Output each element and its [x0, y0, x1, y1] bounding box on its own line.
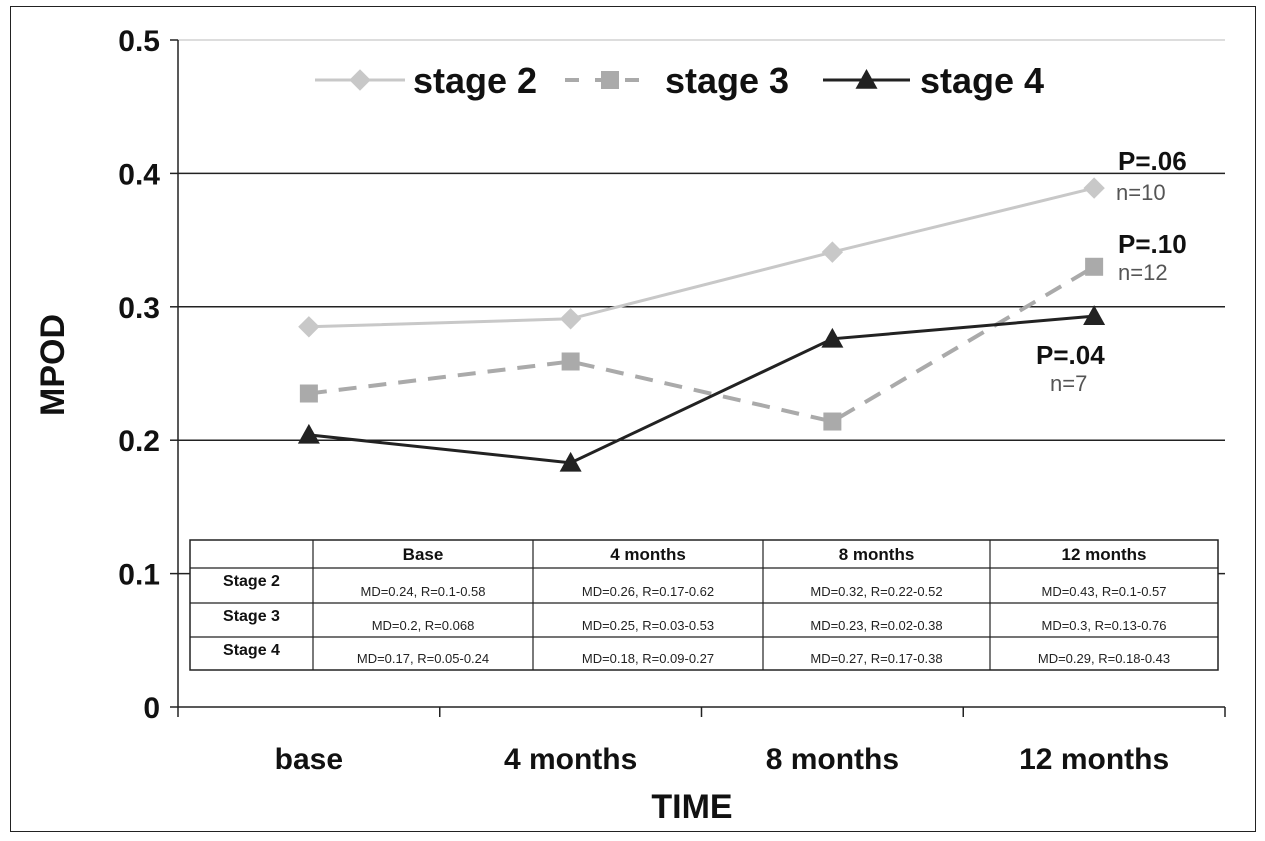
marker-diamond	[298, 316, 320, 338]
table-cell: MD=0.24, R=0.1-0.58	[360, 584, 485, 599]
y-axis-label: MPOD	[34, 314, 72, 416]
x-axis-label: TIME	[651, 788, 732, 826]
y-tick-label: 0	[143, 692, 160, 725]
table-header-cell: 12 months	[1061, 545, 1146, 564]
table-header-cell: Base	[403, 545, 444, 564]
legend-item: stage 4	[823, 60, 1044, 101]
table-cell: MD=0.43, R=0.1-0.57	[1041, 584, 1166, 599]
marker-square	[299, 384, 318, 403]
table-cell: MD=0.18, R=0.09-0.27	[582, 651, 714, 666]
y-tick-label: 0.3	[118, 292, 160, 325]
legend: stage 2 stage 3 stage 4	[315, 60, 1044, 101]
marker-triangle	[1083, 305, 1106, 325]
annotation-p-value: P=.06	[1118, 146, 1187, 176]
x-tick-label: 12 months	[1019, 743, 1169, 776]
table-header-cell: 4 months	[610, 545, 686, 564]
legend-label: stage 3	[665, 60, 789, 101]
marker-square	[561, 352, 580, 371]
series-line-stage-2	[308, 186, 1095, 329]
marker-diamond	[1083, 177, 1105, 199]
axes: 0 0.1 0.2 0.3 0.4 0.5 base 4 months 8 months 12 m…	[118, 25, 1226, 776]
table-cell: MD=0.26, R=0.17-0.62	[582, 584, 714, 599]
series-lines	[297, 177, 1106, 472]
marker-square	[601, 71, 619, 89]
marker-triangle	[821, 327, 844, 348]
series-line-stage-4	[308, 314, 1095, 465]
table-cell: MD=0.23, R=0.02-0.38	[810, 618, 942, 633]
marker-diamond	[559, 308, 582, 330]
marker-diamond	[821, 241, 844, 263]
x-tick-label: 4 months	[504, 743, 637, 776]
annotation-p-value: P=.10	[1118, 229, 1187, 259]
table-header-cell: 8 months	[839, 545, 915, 564]
table-cell: MD=0.29, R=0.18-0.43	[1038, 651, 1170, 666]
y-tick-label: 0.2	[118, 425, 160, 458]
table-cell: MD=0.2, R=0.068	[372, 618, 475, 633]
y-tick-label: 0.1	[118, 559, 160, 592]
legend-label: stage 4	[920, 60, 1044, 101]
series-line-stage-3	[308, 265, 1096, 424]
y-tick-label: 0.4	[118, 158, 160, 191]
table-cell: MD=0.17, R=0.05-0.24	[357, 651, 489, 666]
chart-border	[10, 6, 1256, 832]
annotation-n: n=7	[1050, 371, 1087, 396]
y-tick-label: 0.5	[118, 25, 160, 58]
table-background	[189, 539, 1219, 671]
table-cell: MD=0.3, R=0.13-0.76	[1041, 618, 1166, 633]
table-cell: MD=0.27, R=0.17-0.38	[810, 651, 942, 666]
marker-diamond	[349, 69, 371, 91]
table-cell: MD=0.25, R=0.03-0.53	[582, 618, 714, 633]
x-tick-label: base	[275, 743, 343, 776]
table-cell: MD=0.32, R=0.22-0.52	[810, 584, 942, 599]
annotation-n: n=10	[1116, 180, 1166, 205]
marker-triangle	[855, 69, 878, 89]
marker-square	[1085, 257, 1104, 276]
data-table: Base 4 months 8 months 12 months Stage 2 MD=0…	[189, 539, 1219, 671]
legend-item: stage 3	[565, 60, 789, 101]
legend-item: stage 2	[315, 60, 537, 101]
annotation-p-value: P=.04	[1036, 340, 1105, 370]
marker-triangle	[297, 423, 320, 444]
annotations: P=.06 n=10 P=.10n=12 P=.04n=7	[1036, 146, 1187, 396]
marker-square	[823, 412, 842, 431]
table-row-header: Stage 2	[223, 573, 280, 590]
table-row-header: Stage 4	[223, 642, 280, 659]
legend-label: stage 2	[413, 60, 537, 101]
marker-triangle	[559, 451, 582, 472]
annotation-n: n=12	[1118, 260, 1168, 285]
x-tick-label: 8 months	[766, 743, 899, 776]
table-row-header: Stage 3	[223, 608, 280, 625]
